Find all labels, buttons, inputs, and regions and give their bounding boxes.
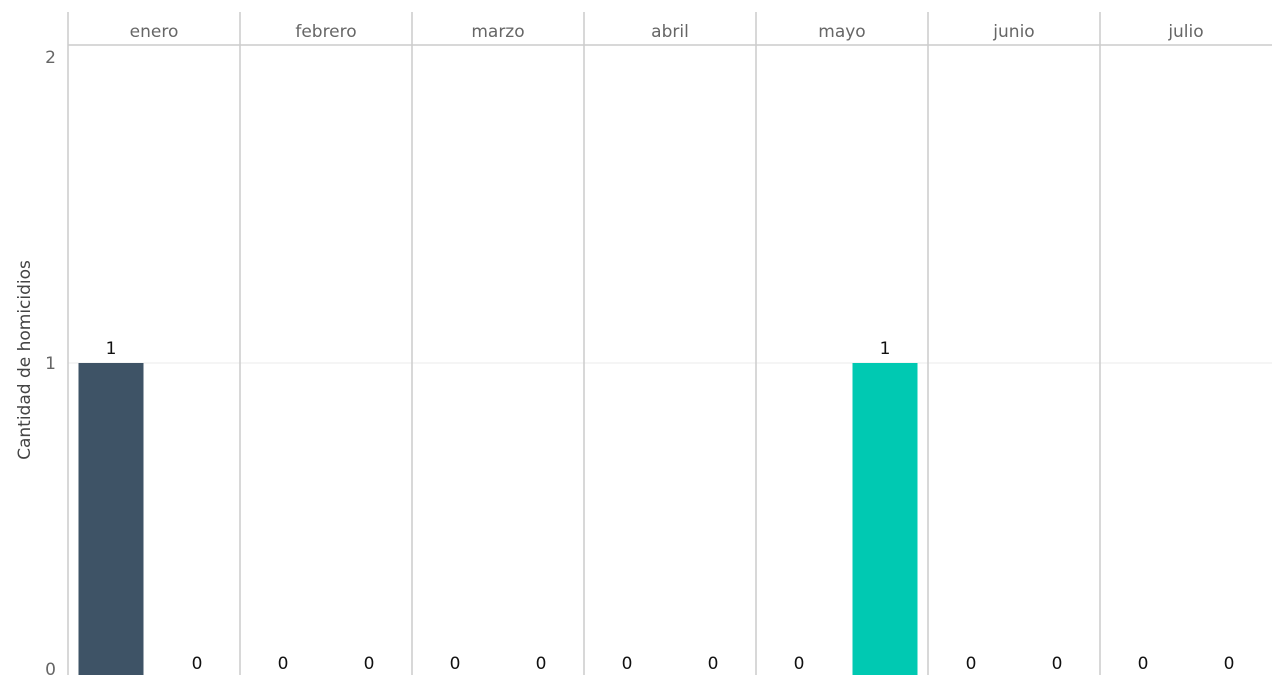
facet-label-julio: julio — [1167, 22, 1203, 42]
facet-label-enero: enero — [130, 22, 179, 42]
data-label-mayo-1: 1 — [880, 339, 891, 359]
data-label-mayo-0: 0 — [794, 654, 805, 674]
bar-mayo-1 — [852, 363, 918, 675]
data-label-febrero-1: 0 — [364, 654, 375, 674]
data-label-abril-1: 0 — [708, 654, 719, 674]
data-label-abril-0: 0 — [622, 654, 633, 674]
y-axis-title: Cantidad de homicidios — [15, 260, 35, 460]
facet-label-mayo: mayo — [818, 22, 865, 42]
data-label-marzo-0: 0 — [450, 654, 461, 674]
y-tick-labels: 0 1 2 — [45, 48, 56, 675]
bar-enero-0 — [78, 363, 144, 675]
y-tick-label-0: 0 — [45, 660, 56, 675]
facet-label-febrero: febrero — [295, 22, 356, 42]
data-label-julio-1: 0 — [1224, 654, 1235, 674]
facet-dividers — [67, 12, 1272, 675]
facet-label-abril: abril — [651, 22, 689, 42]
bars — [78, 363, 918, 675]
data-label-enero-0: 1 — [106, 339, 117, 359]
data-label-marzo-1: 0 — [536, 654, 547, 674]
data-label-febrero-0: 0 — [278, 654, 289, 674]
data-label-junio-0: 0 — [966, 654, 977, 674]
facet-label-marzo: marzo — [471, 22, 524, 42]
data-label-junio-1: 0 — [1052, 654, 1063, 674]
y-tick-label-1: 1 — [45, 354, 56, 374]
facet-label-junio: junio — [992, 22, 1034, 42]
y-tick-label-2: 2 — [45, 48, 56, 68]
facet-labels: enero febrero marzo abril mayo junio julio — [130, 22, 1204, 42]
data-label-enero-1: 0 — [192, 654, 203, 674]
data-label-julio-0: 0 — [1138, 654, 1149, 674]
data-labels: 1 0 0 0 0 0 0 0 0 1 0 0 0 0 — [106, 339, 1235, 674]
